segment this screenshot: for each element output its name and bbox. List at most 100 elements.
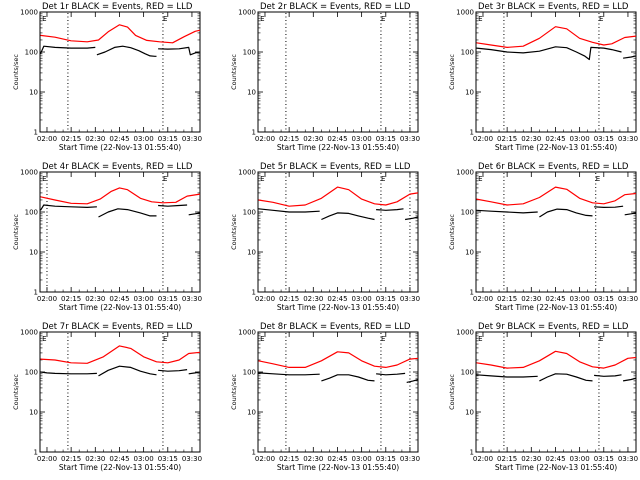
x-tick-label: 02:30 (303, 455, 323, 463)
y-tick-label: 10 (247, 409, 256, 417)
y-tick-label: 100 (461, 369, 474, 377)
x-tick-label: 02:15 (61, 135, 81, 143)
panel-det-2: Det 2r BLACK = Events, RED = LLD 1 10 100 10… (230, 2, 420, 152)
x-tick-label: 03:15 (376, 455, 396, 463)
x-tick-label: 03:00 (134, 455, 154, 463)
x-tick-label: 03:15 (594, 135, 614, 143)
y-tick-label: 1000 (238, 169, 256, 177)
e-marker: E (478, 335, 482, 343)
x-tick-label: 02:45 (327, 135, 347, 143)
plot-frame (475, 11, 637, 133)
y-axis-label: Counts/sec (230, 54, 238, 90)
x-tick-label: 03:00 (570, 455, 590, 463)
x-axis-label: Start Time (22-Nov-13 01:55:40) (277, 463, 399, 472)
y-tick-label: 100 (25, 49, 38, 57)
x-tick-label: 03:15 (376, 135, 396, 143)
y-tick-label: 1 (252, 129, 256, 137)
x-tick-label: 02:45 (545, 295, 565, 303)
y-tick-label: 100 (243, 369, 256, 377)
panel-title: Det 7r BLACK = Events, RED = LLD (42, 322, 193, 332)
x-tick-label: 03:00 (352, 135, 372, 143)
e-marker: E (381, 175, 385, 183)
panel-title: Det 4r BLACK = Events, RED = LLD (42, 162, 193, 172)
events-series-line (40, 365, 201, 377)
x-tick-label: 02:00 (473, 295, 493, 303)
panel-title: Det 8r BLACK = Events, RED = LLD (260, 322, 411, 332)
x-tick-label: 02:45 (327, 295, 347, 303)
lld-series-line (40, 345, 201, 364)
plot-frame (257, 331, 419, 453)
y-axis-label: Counts/sec (12, 214, 20, 250)
x-tick-label: 02:00 (473, 455, 493, 463)
panel-det-6: Det 6r BLACK = Events, RED = LLD 1 10 100 10… (448, 162, 638, 312)
x-tick-label: 03:00 (352, 295, 372, 303)
y-tick-label: 1000 (20, 169, 38, 177)
e-marker: E (42, 15, 46, 23)
x-tick-label: 03:30 (400, 455, 420, 463)
panel-title: Det 1r BLACK = Events, RED = LLD (42, 2, 193, 12)
y-axis-label: Counts/sec (12, 54, 20, 90)
y-tick-label: 1 (252, 449, 256, 457)
x-tick-label: 02:00 (473, 135, 493, 143)
plot-frame (475, 171, 637, 293)
lld-series-line (476, 186, 637, 206)
e-marker: E (381, 335, 385, 343)
lld-series-line (476, 350, 637, 369)
x-tick-label: 02:30 (521, 455, 541, 463)
panel-title: Det 9r BLACK = Events, RED = LLD (478, 322, 629, 332)
panel-det-7: Det 7r BLACK = Events, RED = LLD 1 10 100 10… (12, 322, 202, 472)
e-marker: E (596, 175, 600, 183)
x-tick-label: 02:45 (327, 455, 347, 463)
x-tick-label: 03:15 (376, 295, 396, 303)
panel-det-8: Det 8r BLACK = Events, RED = LLD 1 10 100 10… (230, 322, 420, 472)
e-marker: E (42, 335, 46, 343)
x-tick-label: 03:30 (182, 455, 202, 463)
panel-title: Det 2r BLACK = Events, RED = LLD (260, 2, 411, 12)
plot-frame (257, 11, 419, 133)
x-axis-label: Start Time (22-Nov-13 01:55:40) (277, 303, 399, 312)
y-tick-label: 1000 (456, 169, 474, 177)
y-tick-label: 1 (252, 289, 256, 297)
e-marker: E (260, 335, 264, 343)
x-tick-label: 02:00 (255, 135, 275, 143)
x-tick-label: 02:15 (279, 455, 299, 463)
y-tick-label: 10 (29, 89, 38, 97)
y-tick-label: 1 (34, 289, 38, 297)
y-axis-label: Counts/sec (448, 214, 456, 250)
e-marker: E (42, 175, 46, 183)
lld-series-line (258, 186, 419, 207)
x-tick-label: 03:30 (618, 295, 638, 303)
e-marker: E (163, 335, 167, 343)
x-tick-label: 02:30 (303, 295, 323, 303)
x-tick-label: 02:45 (109, 295, 129, 303)
y-tick-label: 10 (465, 409, 474, 417)
events-series-line (476, 205, 637, 218)
x-tick-label: 03:30 (182, 295, 202, 303)
x-axis-label: Start Time (22-Nov-13 01:55:40) (277, 143, 399, 152)
y-tick-label: 100 (461, 49, 474, 57)
x-tick-label: 02:15 (61, 455, 81, 463)
x-tick-label: 03:30 (400, 295, 420, 303)
x-tick-label: 03:00 (134, 135, 154, 143)
x-tick-label: 03:30 (618, 455, 638, 463)
x-tick-label: 02:30 (85, 135, 105, 143)
x-tick-label: 02:15 (497, 295, 517, 303)
x-tick-label: 02:00 (255, 455, 275, 463)
x-tick-label: 02:45 (109, 455, 129, 463)
x-tick-label: 03:15 (158, 455, 178, 463)
plot-frame (257, 171, 419, 293)
y-tick-label: 10 (465, 89, 474, 97)
x-tick-label: 03:15 (594, 295, 614, 303)
x-tick-label: 02:30 (85, 295, 105, 303)
x-tick-label: 02:45 (545, 455, 565, 463)
y-tick-label: 100 (25, 369, 38, 377)
x-tick-label: 02:00 (37, 295, 57, 303)
x-tick-label: 02:15 (497, 135, 517, 143)
y-tick-label: 100 (461, 209, 474, 217)
e-marker: E (478, 15, 482, 23)
x-tick-label: 03:30 (400, 135, 420, 143)
y-axis-label: Counts/sec (230, 374, 238, 410)
events-series-line (39, 204, 201, 218)
events-series-line (476, 373, 637, 382)
